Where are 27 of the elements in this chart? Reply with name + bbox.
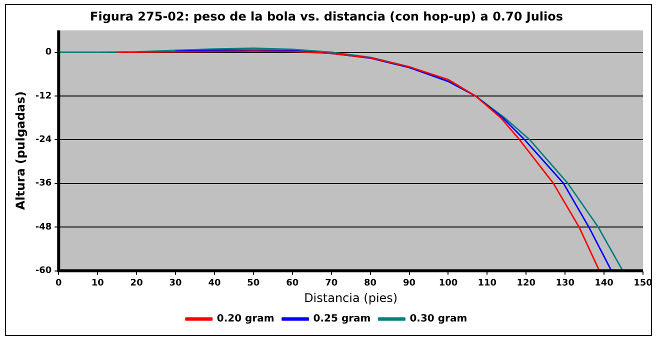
x-tick-label: 70: [325, 278, 338, 289]
x-tick-label: 80: [364, 278, 377, 289]
x-tick-label: 60: [286, 278, 299, 289]
legend-label: 0.25 gram: [313, 314, 371, 325]
x-tick-label: 120: [516, 278, 536, 289]
x-tick-label: 0: [56, 278, 62, 289]
x-tick-label: 30: [169, 278, 182, 289]
x-tick-label: 140: [594, 278, 614, 289]
x-tick-label: 40: [208, 278, 221, 289]
y-axis-title: Altura (pulgadas): [13, 91, 28, 210]
legend-label: 0.30 gram: [410, 314, 468, 325]
x-tick-label: 20: [130, 278, 143, 289]
y-tick-label: -12: [35, 91, 52, 102]
x-tick-label: 50: [247, 278, 260, 289]
x-tick-label: 100: [438, 278, 458, 289]
legend-label: 0.20 gram: [216, 314, 274, 325]
x-tick-label: 130: [556, 278, 574, 289]
x-tick-label: 110: [478, 278, 497, 289]
x-axis-title: Distancia (pies): [304, 290, 398, 305]
x-tick-label: 90: [403, 278, 416, 289]
y-tick-label: -60: [35, 266, 52, 276]
x-tick-label: 10: [91, 278, 104, 289]
y-tick-label: -48: [35, 222, 52, 232]
y-tick-label: 0: [45, 48, 52, 58]
chart-title: Figura 275-02: peso de la bola vs. distancia (con hop-up) a 0.70 Julios: [90, 9, 563, 24]
y-tick-label: -24: [35, 135, 52, 146]
y-tick-label: -36: [35, 178, 52, 189]
